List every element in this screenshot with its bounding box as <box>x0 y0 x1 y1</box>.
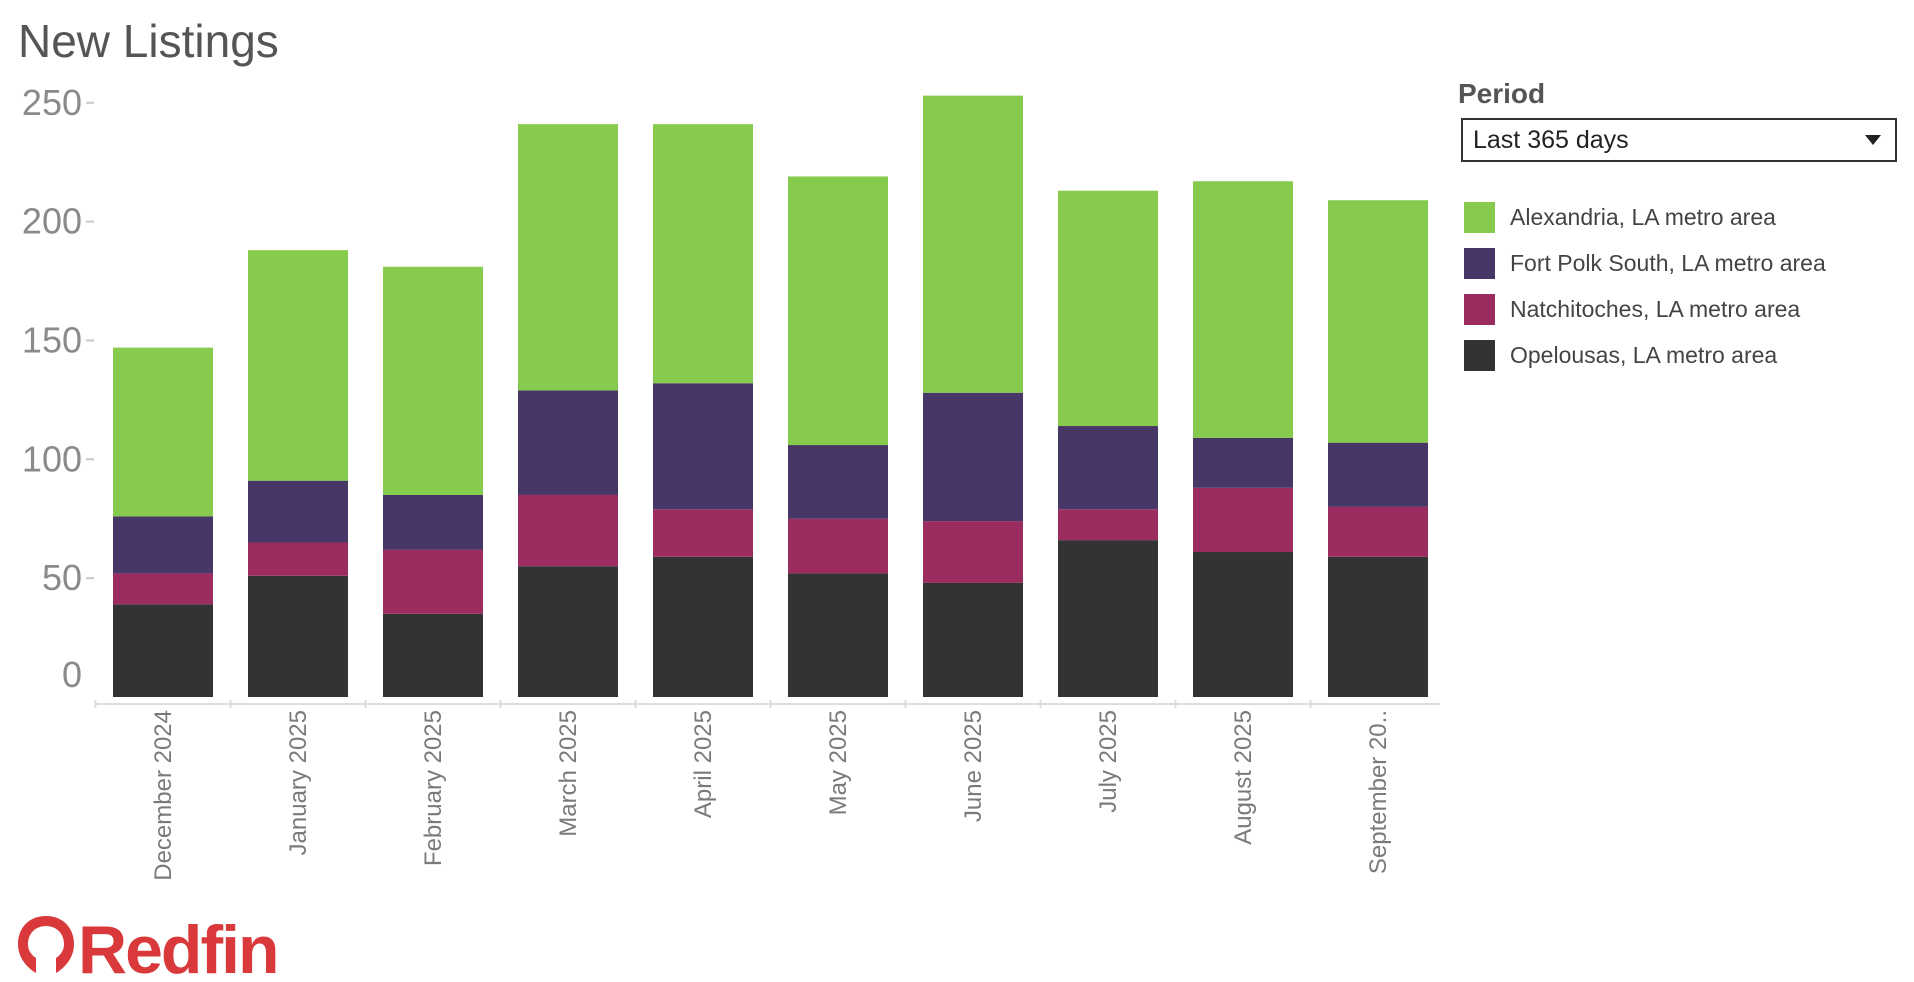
bar-segment[interactable] <box>113 347 213 517</box>
y-tick-label: 50 <box>42 557 82 598</box>
bar-segment[interactable] <box>1328 442 1428 507</box>
bar-stack[interactable] <box>113 347 213 697</box>
bar-segment[interactable] <box>1058 190 1158 427</box>
bar-stack[interactable] <box>518 124 618 697</box>
bar-segment[interactable] <box>1058 509 1158 541</box>
y-tick-label: 0 <box>62 654 82 695</box>
bar-segment[interactable] <box>383 494 483 550</box>
bar-segment[interactable] <box>1193 181 1293 438</box>
period-dropdown[interactable]: Last 365 days <box>1461 118 1897 162</box>
bar-segment[interactable] <box>113 573 213 605</box>
x-tick-label: February 2025 <box>420 710 447 866</box>
x-tick-label: June 2025 <box>960 710 987 822</box>
bar-segment[interactable] <box>923 95 1023 393</box>
bar-stack[interactable] <box>788 176 888 697</box>
bar-segment[interactable] <box>1328 556 1428 697</box>
bar-segment[interactable] <box>788 518 888 574</box>
legend-label: Fort Polk South, LA metro area <box>1510 250 1826 276</box>
period-selected-value: Last 365 days <box>1473 126 1629 154</box>
bar-stack[interactable] <box>1058 190 1158 697</box>
bar-segment[interactable] <box>1058 540 1158 697</box>
bar-segment[interactable] <box>788 445 888 519</box>
bar-segment[interactable] <box>248 575 348 697</box>
chart-title: New Listings <box>18 15 279 67</box>
bar-segment[interactable] <box>383 549 483 614</box>
x-tick-label: January 2025 <box>285 710 312 855</box>
bar-segment[interactable] <box>518 390 618 495</box>
bar-segment[interactable] <box>1328 200 1428 443</box>
bar-segment[interactable] <box>248 542 348 576</box>
bar-segment[interactable] <box>113 604 213 697</box>
bar-segment[interactable] <box>1328 506 1428 557</box>
x-tick-label: April 2025 <box>690 710 717 818</box>
bar-stack[interactable] <box>923 95 1023 697</box>
bar-stack[interactable] <box>1328 200 1428 697</box>
bar-segment[interactable] <box>1193 437 1293 488</box>
bar-segment[interactable] <box>383 613 483 697</box>
bar-segment[interactable] <box>1193 487 1293 553</box>
x-tick-label: September 20.. <box>1365 710 1392 874</box>
bar-segment[interactable] <box>383 266 483 495</box>
bar-segment[interactable] <box>518 124 618 391</box>
bar-segment[interactable] <box>518 494 618 567</box>
legend-label: Natchitoches, LA metro area <box>1510 296 1801 322</box>
redfin-logo-wordmark: Redfin <box>78 912 278 982</box>
bar-segment[interactable] <box>1193 552 1293 697</box>
y-tick-label: 250 <box>22 82 82 123</box>
bar-series <box>113 95 1428 697</box>
bar-segment[interactable] <box>653 556 753 697</box>
chevron-down-icon <box>1865 135 1881 145</box>
legend-swatch-natchitoches <box>1464 294 1495 325</box>
x-tick-label: August 2025 <box>1230 710 1257 845</box>
bar-segment[interactable] <box>923 521 1023 583</box>
x-tick-label: December 2024 <box>150 710 177 881</box>
x-tick-label: July 2025 <box>1095 710 1122 813</box>
redfin-logo-mark <box>18 916 74 973</box>
period-label: Period <box>1458 78 1546 109</box>
bar-stack[interactable] <box>383 266 483 697</box>
bar-segment[interactable] <box>788 573 888 697</box>
y-axis: 0 50 100 150 200 250 <box>22 82 94 695</box>
legend-swatch-alexandria <box>1464 202 1495 233</box>
bar-segment[interactable] <box>113 516 213 574</box>
stacked-bar-chart: 0 50 100 150 200 250 December 2024 January 202… <box>22 82 1440 881</box>
legend-label: Opelousas, LA metro area <box>1510 342 1778 368</box>
bar-segment[interactable] <box>653 124 753 384</box>
bar-segment[interactable] <box>248 250 348 481</box>
legend-swatch-opelousas <box>1464 340 1495 371</box>
bar-stack[interactable] <box>248 250 348 697</box>
x-tick-label: May 2025 <box>825 710 852 815</box>
x-axis: December 2024 January 2025 February 2025 Ma… <box>94 700 1440 881</box>
bar-segment[interactable] <box>248 480 348 543</box>
bar-stack[interactable] <box>653 124 753 697</box>
legend-swatch-fort-polk-south <box>1464 248 1495 279</box>
redfin-logo: Redfin <box>18 912 280 982</box>
bar-segment[interactable] <box>923 582 1023 697</box>
bar-segment[interactable] <box>923 392 1023 522</box>
y-tick-label: 150 <box>22 319 82 360</box>
bar-segment[interactable] <box>653 509 753 557</box>
bar-segment[interactable] <box>653 383 753 510</box>
legend-label: Alexandria, LA metro area <box>1510 204 1776 230</box>
bar-segment[interactable] <box>1058 426 1158 510</box>
y-tick-label: 100 <box>22 438 82 479</box>
bar-segment[interactable] <box>518 566 618 697</box>
x-tick-label: March 2025 <box>555 710 582 837</box>
y-tick-label: 200 <box>22 201 82 242</box>
bar-stack[interactable] <box>1193 181 1293 697</box>
bar-segment[interactable] <box>788 176 888 446</box>
